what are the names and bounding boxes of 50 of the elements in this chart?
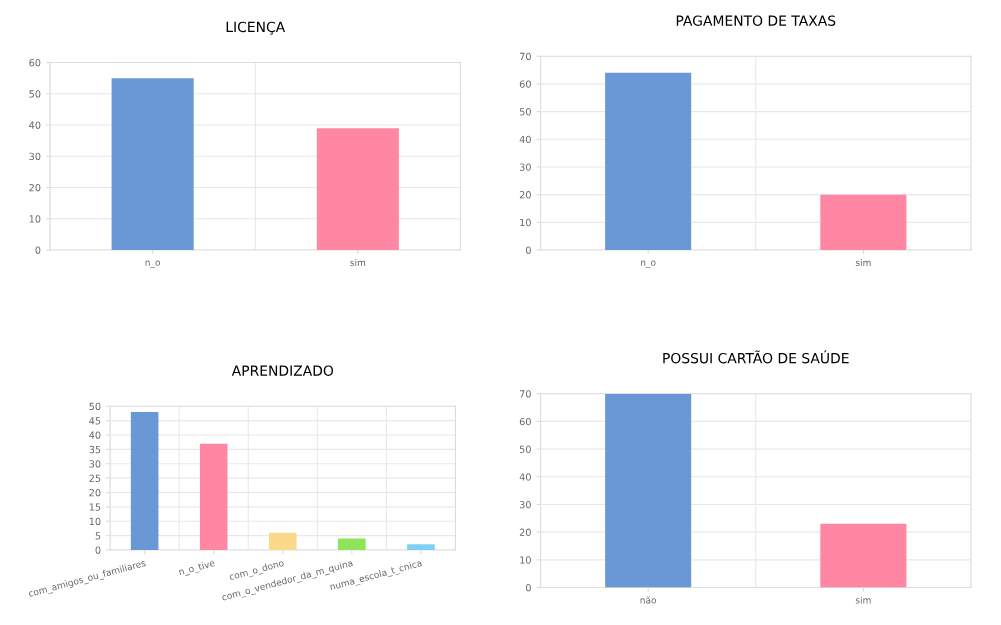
y-tick-label: 0 bbox=[35, 246, 41, 254]
y-tick-label: 30 bbox=[519, 163, 531, 171]
y-tick-label: 50 bbox=[29, 90, 41, 98]
y-tick-label: 20 bbox=[519, 191, 531, 199]
y-tick-label: 20 bbox=[89, 488, 101, 497]
y-tick-label: 40 bbox=[519, 135, 531, 144]
y-tick-label: 70 bbox=[519, 390, 531, 398]
chart-title: PAGAMENTO DE TAXAS bbox=[676, 15, 836, 26]
x-tick-label: sim bbox=[855, 259, 871, 267]
x-tick-label: n_o_tive bbox=[178, 559, 216, 578]
y-tick-label: 30 bbox=[89, 460, 101, 468]
y-tick-label: 40 bbox=[519, 473, 531, 481]
y-tick-label: 20 bbox=[519, 528, 531, 536]
chart-title: LICENÇA bbox=[226, 21, 286, 35]
y-tick-label: 30 bbox=[519, 500, 531, 509]
y-tick-label: 10 bbox=[520, 556, 531, 564]
y-tick-label: 25 bbox=[89, 474, 101, 482]
x-tick-label: sim bbox=[855, 596, 871, 604]
y-tick-label: 35 bbox=[89, 445, 101, 454]
y-tick-label: 50 bbox=[519, 445, 531, 453]
y-tick-label: 60 bbox=[29, 58, 41, 67]
y-tick-label: 45 bbox=[89, 417, 101, 425]
x-tick-label: n_o bbox=[641, 260, 656, 268]
y-tick-label: 60 bbox=[519, 417, 531, 426]
y-tick-label: 0 bbox=[95, 546, 101, 554]
y-tick-label: 60 bbox=[519, 80, 531, 88]
y-tick-label: 0 bbox=[525, 583, 531, 592]
y-tick-label: 50 bbox=[519, 108, 531, 116]
y-tick-label: 10 bbox=[520, 218, 531, 227]
y-tick-label: 10 bbox=[29, 215, 41, 223]
y-tick-label: 50 bbox=[89, 402, 101, 411]
y-tick-label: 15 bbox=[89, 503, 101, 511]
x-tick-label: n_o bbox=[145, 260, 161, 268]
y-tick-label: 30 bbox=[29, 152, 41, 161]
y-tick-label: 10 bbox=[89, 517, 101, 526]
bar bbox=[407, 544, 435, 550]
y-tick-label: 20 bbox=[29, 183, 41, 192]
bar bbox=[268, 532, 297, 550]
chart-title: POSSUI CARTÃO DE SAÚDE bbox=[663, 350, 849, 364]
bar bbox=[338, 538, 366, 550]
x-tick-label: sim bbox=[350, 259, 366, 267]
y-tick-label: 5 bbox=[95, 532, 101, 540]
y-tick-label: 70 bbox=[519, 52, 531, 61]
y-tick-label: 0 bbox=[525, 246, 531, 254]
y-tick-label: 40 bbox=[29, 121, 41, 129]
bar bbox=[199, 443, 228, 550]
y-tick-label: 40 bbox=[89, 431, 101, 439]
bar bbox=[130, 412, 159, 550]
x-tick-label: não bbox=[640, 596, 657, 604]
chart-title: APRENDIZADO bbox=[231, 365, 334, 376]
